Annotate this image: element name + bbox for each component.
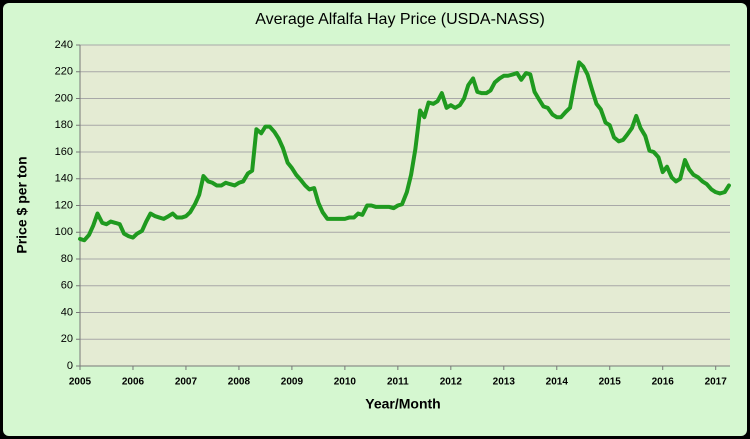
y-tick-label: 220 xyxy=(55,66,73,78)
x-tick-label: 2017 xyxy=(705,377,728,388)
x-tick-label: 2007 xyxy=(175,377,198,388)
x-tick-label: 2011 xyxy=(387,377,409,388)
x-tick-label: 2008 xyxy=(228,377,251,388)
chart-title: Average Alfalfa Hay Price (USDA-NASS) xyxy=(255,11,545,28)
y-tick-label: 20 xyxy=(61,333,73,345)
x-tick-label: 2010 xyxy=(334,377,357,388)
y-tick-label: 100 xyxy=(55,226,73,238)
x-tick-label: 2016 xyxy=(652,377,675,388)
y-tick-label: 160 xyxy=(55,146,73,158)
x-tick-label: 2009 xyxy=(281,377,304,388)
y-tick-label: 60 xyxy=(61,280,73,292)
x-tick-label: 2015 xyxy=(599,377,622,388)
y-tick-label: 180 xyxy=(55,119,73,131)
x-tick-label: 2012 xyxy=(440,377,463,388)
y-tick-label: 0 xyxy=(67,360,73,372)
x-axis-label: Year/Month xyxy=(365,396,440,412)
y-tick-label: 80 xyxy=(61,253,73,265)
x-tick-label: 2006 xyxy=(122,377,145,388)
x-tick-label: 2005 xyxy=(69,377,92,388)
x-tick-label: 2013 xyxy=(493,377,516,388)
y-axis-label: Price $ per ton xyxy=(14,156,30,253)
x-tick-label: 2014 xyxy=(546,377,569,388)
line-series xyxy=(78,60,731,243)
y-tick-label: 140 xyxy=(55,173,73,185)
y-tick-label: 240 xyxy=(55,39,73,51)
y-tick-label: 200 xyxy=(55,92,73,104)
y-tick-label: 40 xyxy=(61,306,73,318)
y-tick-label: 120 xyxy=(55,199,73,211)
